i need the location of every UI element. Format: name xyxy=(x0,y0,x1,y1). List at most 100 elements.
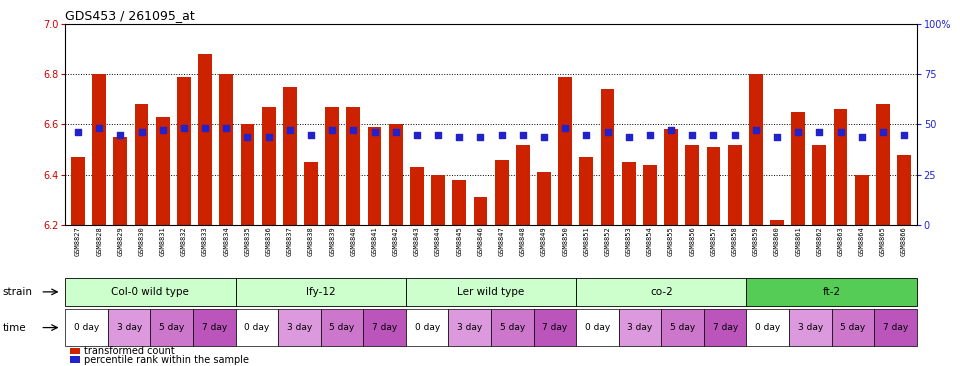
Text: Col-0 wild type: Col-0 wild type xyxy=(111,287,189,297)
Text: Ler wild type: Ler wild type xyxy=(457,287,525,297)
Text: 7 day: 7 day xyxy=(542,323,567,332)
Bar xyxy=(325,107,339,225)
Bar xyxy=(601,89,614,225)
Point xyxy=(812,130,828,135)
Point xyxy=(642,131,658,137)
Text: lfy-12: lfy-12 xyxy=(306,287,336,297)
Text: co-2: co-2 xyxy=(650,287,673,297)
Bar xyxy=(749,74,762,225)
Text: 3 day: 3 day xyxy=(116,323,142,332)
Point xyxy=(854,134,870,139)
Point xyxy=(346,127,361,133)
Point xyxy=(409,131,424,137)
Bar xyxy=(685,145,699,225)
Bar xyxy=(389,124,402,225)
Point xyxy=(558,126,573,131)
Text: 5 day: 5 day xyxy=(500,323,525,332)
Text: 0 day: 0 day xyxy=(756,323,780,332)
Bar xyxy=(92,74,106,225)
Point xyxy=(133,130,149,135)
Point xyxy=(706,131,721,137)
Bar xyxy=(71,157,84,225)
Text: transformed count: transformed count xyxy=(84,346,176,356)
Bar xyxy=(643,165,657,225)
Text: 7 day: 7 day xyxy=(372,323,397,332)
Text: 5 day: 5 day xyxy=(329,323,354,332)
Text: 0 day: 0 day xyxy=(244,323,270,332)
Bar xyxy=(220,74,233,225)
Text: percentile rank within the sample: percentile rank within the sample xyxy=(84,355,250,365)
Point xyxy=(600,130,615,135)
Point xyxy=(494,131,510,137)
Point xyxy=(876,130,891,135)
Text: 7 day: 7 day xyxy=(883,323,908,332)
Text: 5 day: 5 day xyxy=(670,323,695,332)
Bar xyxy=(283,87,297,225)
Point xyxy=(430,131,445,137)
Text: 0 day: 0 day xyxy=(415,323,440,332)
Point xyxy=(451,134,467,139)
Text: 7 day: 7 day xyxy=(202,323,227,332)
Point xyxy=(537,134,552,139)
Point xyxy=(663,127,679,133)
Text: 3 day: 3 day xyxy=(287,323,312,332)
Text: 3 day: 3 day xyxy=(457,323,482,332)
Point xyxy=(897,131,912,137)
Point xyxy=(261,134,276,139)
Bar xyxy=(791,112,805,225)
Text: 0 day: 0 day xyxy=(585,323,611,332)
Bar xyxy=(770,220,784,225)
Bar xyxy=(494,160,509,225)
Bar xyxy=(833,109,848,225)
Bar xyxy=(473,197,488,225)
Point xyxy=(112,131,128,137)
Bar xyxy=(622,162,636,225)
Bar xyxy=(113,137,128,225)
Text: strain: strain xyxy=(3,287,33,297)
Bar xyxy=(728,145,741,225)
Bar xyxy=(812,145,827,225)
Text: 0 day: 0 day xyxy=(74,323,99,332)
Bar xyxy=(431,175,445,225)
Point xyxy=(198,126,213,131)
Point xyxy=(684,131,700,137)
Point xyxy=(155,127,170,133)
Bar xyxy=(854,175,869,225)
Text: GDS453 / 261095_at: GDS453 / 261095_at xyxy=(65,9,195,22)
Point xyxy=(727,131,742,137)
Bar xyxy=(262,107,276,225)
Bar xyxy=(580,157,593,225)
Bar xyxy=(241,124,254,225)
Bar xyxy=(134,104,149,225)
Bar xyxy=(537,172,551,225)
Point xyxy=(303,131,319,137)
Point xyxy=(367,130,382,135)
Text: 3 day: 3 day xyxy=(798,323,823,332)
Point xyxy=(790,130,805,135)
Text: 3 day: 3 day xyxy=(628,323,653,332)
Bar xyxy=(347,107,360,225)
Bar xyxy=(410,167,423,225)
Bar xyxy=(876,104,890,225)
Text: time: time xyxy=(3,322,27,333)
Text: 5 day: 5 day xyxy=(840,323,866,332)
Bar xyxy=(516,145,530,225)
Point xyxy=(240,134,255,139)
Point xyxy=(621,134,636,139)
Point xyxy=(748,127,763,133)
Text: 7 day: 7 day xyxy=(712,323,738,332)
Text: ft-2: ft-2 xyxy=(823,287,841,297)
Point xyxy=(472,134,488,139)
Point xyxy=(91,126,107,131)
Bar xyxy=(664,130,678,225)
Point xyxy=(219,126,234,131)
Point xyxy=(388,130,403,135)
Point xyxy=(579,131,594,137)
Point xyxy=(324,127,340,133)
Point xyxy=(769,134,784,139)
Bar xyxy=(559,76,572,225)
Bar xyxy=(177,76,191,225)
Bar xyxy=(304,162,318,225)
Point xyxy=(282,127,298,133)
Point xyxy=(833,130,849,135)
